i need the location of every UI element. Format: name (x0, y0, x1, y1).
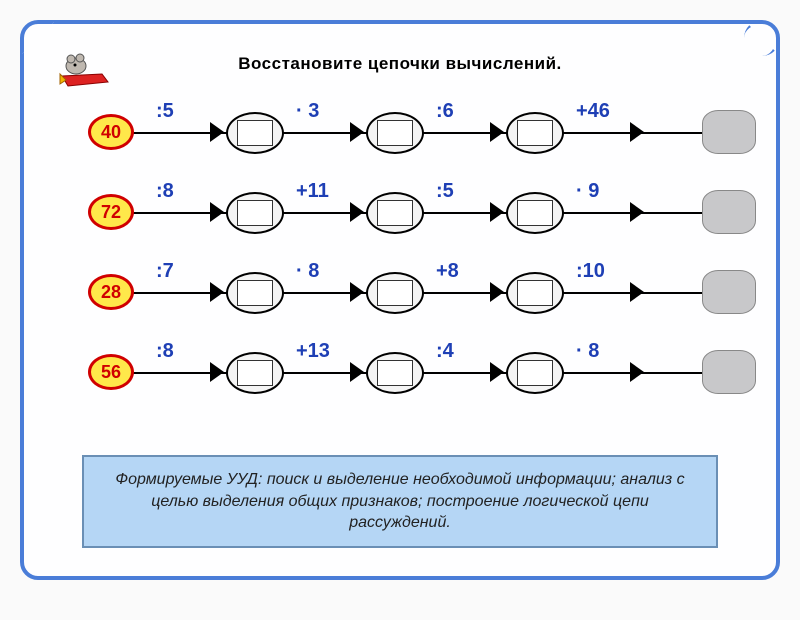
start-node: 40 (88, 114, 134, 150)
answer-input[interactable] (377, 200, 413, 226)
operation-label: :6 (436, 100, 454, 123)
operation-label: · 3 (296, 100, 319, 123)
operation-label: +13 (296, 340, 330, 363)
operation-label: · 8 (296, 260, 319, 283)
arrow-icon (490, 362, 504, 382)
arrow-icon (490, 122, 504, 142)
chain-step: :8 (154, 336, 294, 398)
caption-text: Формируемые УУД: поиск и выделение необх… (115, 471, 684, 531)
operation-label: +46 (576, 100, 610, 123)
answer-input[interactable] (237, 360, 273, 386)
chain-step: :10 (574, 256, 714, 318)
arrow-icon (210, 362, 224, 382)
answer-bubble (506, 192, 564, 234)
answer-bubble (226, 352, 284, 394)
answer-bubble (226, 192, 284, 234)
chain-row: 40 :5 · 3 :6 +46 (88, 96, 746, 158)
chain-step: · 9 (574, 176, 714, 238)
arrow-icon (350, 362, 364, 382)
answer-bubble (366, 352, 424, 394)
chain-step: :7 (154, 256, 294, 318)
operation-label: :10 (576, 260, 605, 283)
answer-input[interactable] (377, 280, 413, 306)
operation-label: · 8 (576, 340, 599, 363)
answer-input[interactable] (517, 120, 553, 146)
chain-step: :6 (434, 96, 574, 158)
chain-step: · 8 (574, 336, 714, 398)
start-node: 56 (88, 354, 134, 390)
operation-label: +11 (296, 180, 329, 203)
chain-step: +46 (574, 96, 714, 158)
arrow-icon (350, 122, 364, 142)
operation-label: +8 (436, 260, 459, 283)
chain-step: :5 (434, 176, 574, 238)
corner-tl (20, 20, 56, 56)
chain-step: +8 (434, 256, 574, 318)
operation-label: :4 (436, 340, 454, 363)
answer-input[interactable] (517, 280, 553, 306)
chain-step: +13 (294, 336, 434, 398)
operation-label: · 9 (576, 180, 599, 203)
chains-container: 40 :5 · 3 :6 +46 72 :8 +11 :5 · 9 28 :7 · 8 +8 :10 56 :8… (88, 96, 746, 416)
answer-input[interactable] (377, 120, 413, 146)
arrow-icon (210, 282, 224, 302)
arrow-icon (350, 202, 364, 222)
operation-label: :5 (156, 100, 174, 123)
arrow-icon (630, 122, 644, 142)
start-node: 28 (88, 274, 134, 310)
chain-step: +11 (294, 176, 434, 238)
answer-bubble (506, 272, 564, 314)
arrow-icon (630, 202, 644, 222)
final-answer-bubble[interactable] (702, 270, 756, 314)
answer-bubble (366, 112, 424, 154)
answer-input[interactable] (237, 200, 273, 226)
answer-input[interactable] (237, 280, 273, 306)
chain-row: 56 :8 +13 :4 · 8 (88, 336, 746, 398)
worksheet-title: Восстановите цепочки вычислений. (24, 54, 776, 74)
arrow-icon (210, 122, 224, 142)
arrow-icon (350, 282, 364, 302)
arrow-icon (630, 282, 644, 302)
final-answer-bubble[interactable] (702, 190, 756, 234)
operation-label: :7 (156, 260, 174, 283)
answer-bubble (366, 192, 424, 234)
chain-row: 28 :7 · 8 +8 :10 (88, 256, 746, 318)
answer-input[interactable] (377, 360, 413, 386)
answer-input[interactable] (237, 120, 273, 146)
answer-input[interactable] (517, 200, 553, 226)
chain-step: · 8 (294, 256, 434, 318)
chain-row: 72 :8 +11 :5 · 9 (88, 176, 746, 238)
chain-step: :8 (154, 176, 294, 238)
answer-bubble (366, 272, 424, 314)
caption-box: Формируемые УУД: поиск и выделение необх… (82, 455, 718, 548)
slide-frame: Восстановите цепочки вычислений. 40 :5 · 3… (20, 20, 780, 580)
chain-step: :4 (434, 336, 574, 398)
final-answer-bubble[interactable] (702, 110, 756, 154)
arrow-icon (490, 202, 504, 222)
operation-label: :5 (436, 180, 454, 203)
answer-bubble (506, 352, 564, 394)
answer-bubble (226, 272, 284, 314)
chain-step: :5 (154, 96, 294, 158)
chain-step: · 3 (294, 96, 434, 158)
operation-label: :8 (156, 340, 174, 363)
answer-input[interactable] (517, 360, 553, 386)
start-node: 72 (88, 194, 134, 230)
arrow-icon (490, 282, 504, 302)
arrow-icon (210, 202, 224, 222)
final-answer-bubble[interactable] (702, 350, 756, 394)
answer-bubble (506, 112, 564, 154)
operation-label: :8 (156, 180, 174, 203)
arrow-icon (630, 362, 644, 382)
answer-bubble (226, 112, 284, 154)
corner-tr (744, 20, 780, 56)
